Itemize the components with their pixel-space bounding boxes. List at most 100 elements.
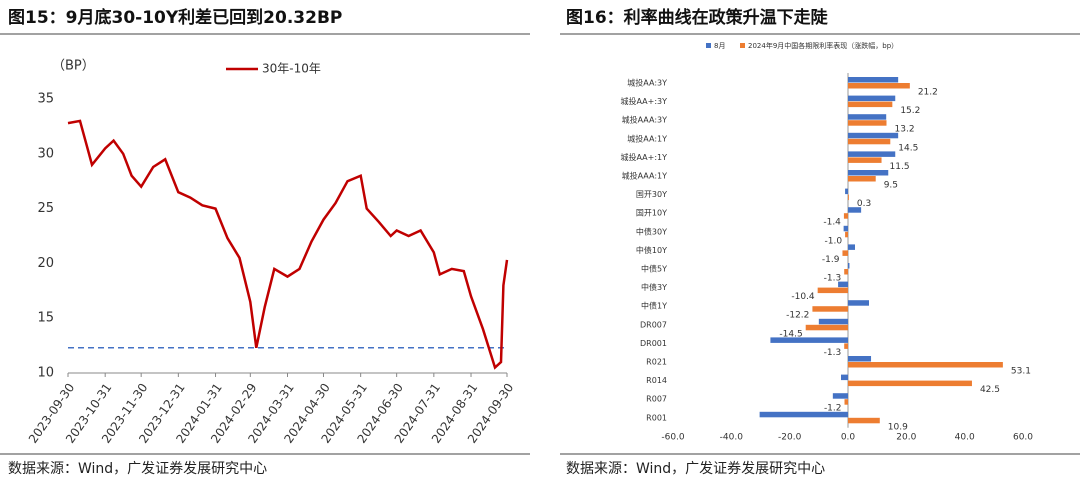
legend-label: 8月 <box>714 42 725 50</box>
bar <box>812 306 848 312</box>
data-label: 10.9 <box>888 422 908 432</box>
bar <box>848 157 882 163</box>
bar <box>848 176 876 182</box>
bar <box>759 411 848 418</box>
chart-title: 图15：9月底30-10Y利差已回到20.32BP <box>8 7 342 28</box>
data-label: -14.5 <box>779 329 802 339</box>
bar <box>832 393 848 399</box>
data-label: 53.1 <box>1011 367 1031 377</box>
data-label: -12.2 <box>786 311 809 321</box>
bar <box>848 380 972 387</box>
bar <box>817 287 848 294</box>
data-label: -1.9 <box>822 255 840 265</box>
source: 数据来源：Wind，广发证券发展研究中心 <box>566 461 825 477</box>
bar <box>845 188 848 195</box>
bar <box>845 231 848 238</box>
x-tick-label: 0.0 <box>841 433 856 443</box>
data-label: 14.5 <box>898 143 918 153</box>
bar <box>848 138 891 145</box>
data-label: -1.2 <box>824 404 842 414</box>
bar <box>848 101 893 108</box>
bar <box>818 318 848 325</box>
y-tick-label: 10 <box>37 366 54 381</box>
y-tick-label: 城投AA:1Y <box>627 133 667 143</box>
y-axis-label: （BP） <box>52 59 95 74</box>
x-tick-label: 40.0 <box>955 433 975 443</box>
x-tick-label: -20.0 <box>778 433 802 443</box>
y-tick-label: 中债30Y <box>636 226 667 236</box>
y-tick-label: R021 <box>646 358 667 367</box>
bar <box>848 300 869 306</box>
bar <box>848 356 872 362</box>
legend-swatch <box>706 43 711 48</box>
y-tick-label: 中债3Y <box>641 282 667 292</box>
y-tick-label: DR007 <box>640 320 667 329</box>
x-tick-label: 60.0 <box>1013 433 1033 443</box>
x-tick-label: -60.0 <box>661 433 685 443</box>
chart-title: 图16：利率曲线在政策升温下走陡 <box>566 7 829 28</box>
bar <box>842 250 848 256</box>
data-label: -1.3 <box>824 348 842 358</box>
y-tick-label: R001 <box>646 413 667 422</box>
bar <box>848 151 896 157</box>
y-tick-label: 中债1Y <box>641 301 667 311</box>
data-label: 11.5 <box>890 162 910 172</box>
legend-label: 30年-10年 <box>262 62 321 76</box>
y-tick-label: 30 <box>37 146 54 161</box>
bar <box>848 194 849 201</box>
data-label: 21.2 <box>918 88 938 98</box>
bar <box>848 263 850 269</box>
y-tick-label: 国开30Y <box>636 190 667 199</box>
y-tick-label: 20 <box>37 256 54 271</box>
bar <box>841 374 848 381</box>
data-label: 15.2 <box>900 106 920 116</box>
bar <box>848 114 887 120</box>
y-tick-label: 15 <box>37 311 54 326</box>
y-tick-label: 城投AA+:3Y <box>620 96 667 106</box>
data-label: 13.2 <box>895 125 915 135</box>
y-tick-label: R014 <box>646 376 667 385</box>
legend-label: 2024年9月中国各期限利率表现（涨跌幅，bp） <box>748 41 898 50</box>
bar <box>848 132 899 139</box>
bar <box>805 324 848 331</box>
y-tick-label: 城投AA+:1Y <box>620 152 667 162</box>
bar <box>848 244 855 250</box>
data-label: 9.5 <box>884 181 898 191</box>
bar <box>848 207 862 213</box>
data-line <box>67 119 509 370</box>
bar <box>848 417 880 424</box>
y-tick-label: 25 <box>37 201 54 216</box>
bar <box>843 225 848 232</box>
data-label: -10.4 <box>791 292 815 302</box>
data-label: -1.0 <box>825 236 843 246</box>
data-label: 0.3 <box>857 199 871 209</box>
data-label: -1.4 <box>823 218 841 228</box>
bar <box>843 213 848 219</box>
x-tick-label: -40.0 <box>720 433 744 443</box>
y-tick-label: DR001 <box>640 339 667 348</box>
y-tick-label: 城投AAA:1Y <box>622 171 668 181</box>
data-label: -1.3 <box>824 274 842 284</box>
bar <box>848 170 889 176</box>
source: 数据来源：Wind，广发证券发展研究中心 <box>8 461 267 477</box>
bar <box>844 269 848 275</box>
bar <box>848 362 1003 368</box>
legend-swatch <box>740 43 745 48</box>
y-tick-label: 35 <box>37 92 54 107</box>
data-label: 42.5 <box>980 385 1000 395</box>
y-tick-label: 城投AAA:3Y <box>622 115 668 125</box>
bar <box>844 399 848 405</box>
bar <box>848 83 910 89</box>
bar <box>844 343 848 349</box>
y-tick-label: 国开10Y <box>636 209 667 218</box>
bar <box>838 281 848 288</box>
bar <box>770 337 848 343</box>
y-tick-label: 城投AA:3Y <box>627 78 667 88</box>
x-tick-label: 20.0 <box>896 433 916 443</box>
bar <box>848 120 887 126</box>
y-tick-label: 中债5Y <box>641 264 667 274</box>
bar <box>848 95 896 102</box>
y-tick-label: 中债10Y <box>636 245 667 255</box>
